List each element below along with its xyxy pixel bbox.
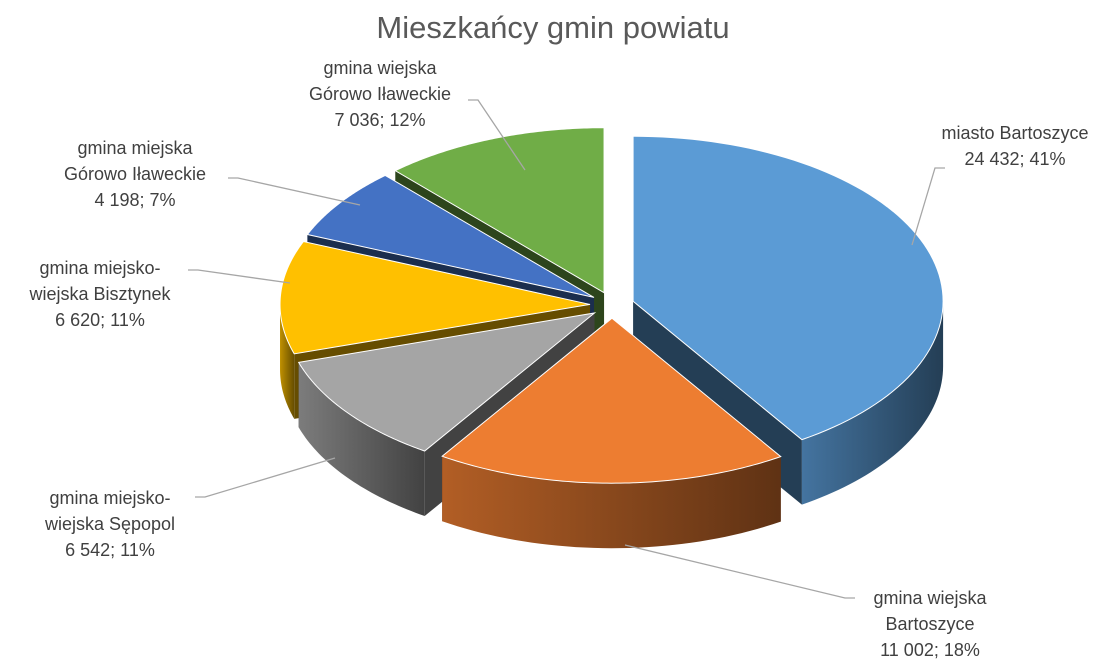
slice-side bbox=[280, 304, 295, 419]
category-label: miasto Bartoszyce bbox=[941, 123, 1089, 143]
leader-line bbox=[188, 269, 291, 284]
leader-line bbox=[228, 177, 361, 206]
value-label: 6 542; 11% bbox=[65, 540, 155, 560]
category-label: gmina miejska Górowo Iławeckie bbox=[63, 138, 207, 184]
slice bbox=[441, 317, 782, 549]
category-label: gmina miejsko-wiejska Sępopol bbox=[44, 488, 176, 534]
value-label: 4 198; 7% bbox=[94, 190, 176, 210]
chart-title: Mieszkańcy gmin powiatu bbox=[376, 10, 730, 45]
data-label: gmina wiejska Bartoszyce 11 002; 18% bbox=[855, 585, 1005, 659]
leader-line bbox=[911, 167, 945, 246]
category-label: gmina wiejska Górowo Iławeckie bbox=[308, 58, 452, 104]
leader-line bbox=[468, 99, 526, 171]
data-label: gmina miejsko-wiejska Sępopol 6 542; 11% bbox=[25, 485, 195, 563]
slice-top bbox=[297, 312, 597, 452]
category-label: gmina wiejska Bartoszyce bbox=[873, 588, 987, 634]
slice-side bbox=[442, 456, 781, 549]
data-label: miasto Bartoszyce 24 432; 41% bbox=[905, 120, 1106, 172]
slice-top bbox=[394, 127, 605, 294]
data-label: gmina miejska Górowo Iławeckie 4 198; 7% bbox=[50, 135, 220, 213]
slice-top bbox=[306, 174, 595, 298]
leader-line bbox=[195, 457, 336, 498]
slice-side bbox=[298, 362, 425, 517]
value-label: 24 432; 41% bbox=[964, 149, 1066, 169]
data-label: gmina wiejska Górowo Iławeckie 7 036; 12% bbox=[295, 55, 465, 133]
value-label: 11 002; 18% bbox=[880, 640, 980, 659]
value-label: 7 036; 12% bbox=[334, 110, 426, 130]
value-label: 6 620; 11% bbox=[55, 310, 145, 330]
slice-top bbox=[441, 317, 782, 484]
slice-top bbox=[279, 240, 591, 355]
leader-line bbox=[624, 544, 855, 599]
data-label: gmina miejsko-wiejska Bisztynek 6 620; 11… bbox=[10, 255, 190, 333]
slice-side bbox=[801, 301, 944, 505]
category-label: gmina miejsko-wiejska Bisztynek bbox=[29, 258, 171, 304]
slice-top bbox=[632, 135, 944, 441]
